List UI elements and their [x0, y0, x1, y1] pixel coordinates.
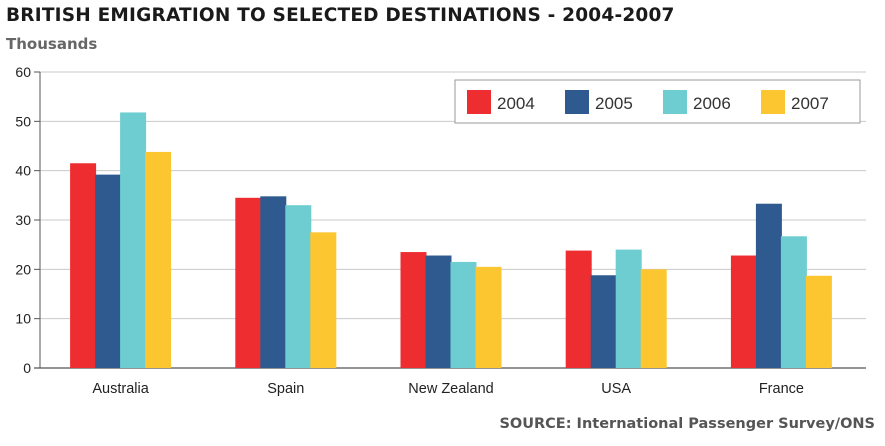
bar-2004-australia [70, 163, 97, 368]
bar-2007-france [805, 275, 832, 368]
bar-2006-australia [120, 112, 147, 368]
legend-swatch-2007 [761, 90, 785, 114]
bar-2005-spain [260, 196, 287, 368]
legend: 2004 2005 2006 2007 [454, 79, 861, 124]
bar-2005-australia [95, 174, 122, 368]
bars [70, 112, 832, 368]
y-tick-label: 10 [15, 311, 31, 327]
bar-2007-new-zealand [475, 266, 502, 368]
x-category-label: USA [601, 381, 631, 397]
bar-2005-new-zealand [425, 255, 452, 368]
legend-swatch-2005 [565, 90, 589, 114]
y-tick-label: 0 [23, 360, 31, 376]
legend-swatch-2006 [663, 90, 687, 114]
y-axis-ticks: 0 10 20 30 40 50 60 [15, 64, 40, 376]
y-tick-label: 40 [15, 163, 31, 179]
bar-2004-new-zealand [400, 252, 427, 368]
x-category-label: Australia [92, 381, 149, 397]
legend-label-2006: 2006 [693, 94, 731, 113]
x-category-label: New Zealand [408, 381, 493, 397]
y-axis-unit-label: Thousands [6, 35, 98, 53]
bar-2004-france [730, 255, 757, 368]
legend-label-2004: 2004 [497, 94, 535, 113]
bar-2005-france [755, 203, 782, 368]
y-tick-label: 30 [15, 212, 31, 228]
x-category-label: France [759, 381, 804, 397]
bar-2006-usa [615, 249, 642, 368]
legend-label-2005: 2005 [595, 94, 633, 113]
bar-2006-france [780, 236, 807, 368]
bar-2007-australia [145, 151, 172, 368]
legend-swatch-2004 [467, 90, 491, 114]
x-category-label: Spain [267, 381, 304, 397]
bar-2006-new-zealand [450, 261, 477, 368]
source-note: SOURCE: International Passenger Survey/O… [499, 416, 875, 432]
bar-2007-usa [640, 269, 667, 368]
bar-2007-spain [310, 232, 337, 368]
bar-2004-usa [565, 250, 592, 368]
legend-box [454, 79, 861, 124]
y-tick-label: 50 [15, 113, 31, 129]
x-axis-labels: Australia Spain New Zealand USA France [92, 381, 804, 397]
chart-title: BRITISH EMIGRATION TO SELECTED DESTINATI… [6, 5, 675, 26]
y-tick-label: 60 [15, 64, 31, 80]
bar-2004-spain [235, 197, 262, 368]
y-tick-label: 20 [15, 261, 31, 277]
legend-label-2007: 2007 [791, 94, 829, 113]
bar-2006-spain [285, 205, 312, 368]
bar-2005-usa [590, 275, 617, 368]
